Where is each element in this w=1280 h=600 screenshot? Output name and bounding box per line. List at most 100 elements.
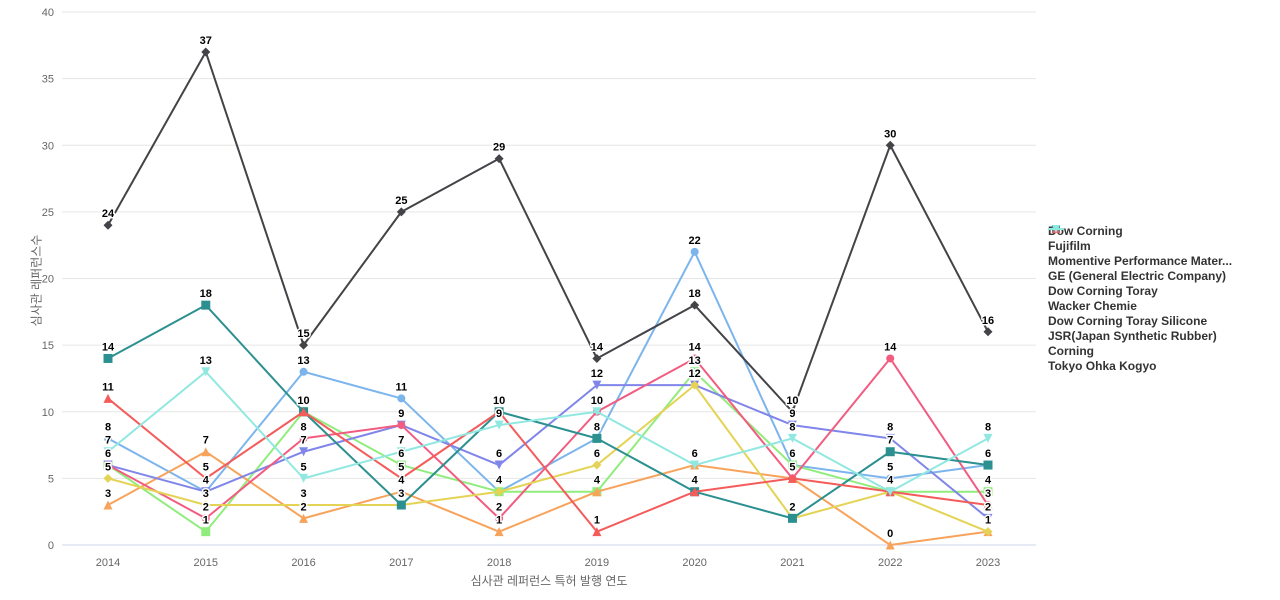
data-label: 5 xyxy=(789,461,795,473)
series-line[interactable] xyxy=(107,397,989,533)
legend-item-label: Momentive Performance Mater... xyxy=(1048,253,1233,268)
data-point-marker[interactable] xyxy=(103,220,113,230)
data-point-marker[interactable] xyxy=(201,487,211,497)
data-point-marker[interactable] xyxy=(299,473,309,483)
data-point-marker[interactable] xyxy=(201,47,211,57)
data-point-marker[interactable] xyxy=(299,513,309,523)
data-point-marker[interactable] xyxy=(494,420,504,430)
data-point-marker[interactable] xyxy=(397,421,406,430)
data-point-marker[interactable] xyxy=(787,433,797,443)
data-point-marker[interactable] xyxy=(396,207,406,217)
series-line[interactable] xyxy=(107,384,989,520)
legend-item-momentive-performance-mater[interactable]: Momentive Performance Mater... xyxy=(1048,225,1276,268)
series-line[interactable] xyxy=(107,370,989,493)
data-point-marker[interactable] xyxy=(396,473,406,483)
data-point-marker[interactable] xyxy=(299,340,309,350)
data-point-marker[interactable] xyxy=(103,447,113,457)
data-point-marker[interactable] xyxy=(201,514,210,523)
x-tick-label: 2020 xyxy=(682,557,706,569)
data-point-marker[interactable] xyxy=(397,394,406,403)
data-point-marker[interactable] xyxy=(690,354,699,363)
data-point-marker[interactable] xyxy=(592,380,602,390)
data-point-marker[interactable] xyxy=(592,460,602,470)
data-point-marker[interactable] xyxy=(201,500,211,510)
legend-item-label: Dow Corning xyxy=(1048,223,1123,238)
data-point-marker[interactable] xyxy=(886,474,895,483)
data-point-marker[interactable] xyxy=(299,434,308,443)
data-point-marker[interactable] xyxy=(787,473,797,483)
legend-item-tokyo-ohka-kogyo[interactable]: Tokyo Ohka Kogyo xyxy=(1048,225,1276,373)
data-point-marker[interactable] xyxy=(886,354,895,363)
data-point-marker[interactable] xyxy=(787,407,797,417)
data-point-marker[interactable] xyxy=(690,300,700,310)
legend-item-dow-corning-toray-silicone[interactable]: Dow Corning Toray Silicone xyxy=(1048,225,1276,328)
data-point-marker[interactable] xyxy=(494,154,504,164)
data-point-marker[interactable] xyxy=(885,140,895,150)
data-point-marker[interactable] xyxy=(495,514,504,523)
data-point-marker[interactable] xyxy=(103,473,113,483)
data-point-marker[interactable] xyxy=(885,487,895,497)
series-markers xyxy=(103,380,993,523)
legend-item-ge-general-electric-company[interactable]: GE (General Electric Company) xyxy=(1048,225,1276,283)
series-line[interactable] xyxy=(107,384,989,533)
data-point-marker[interactable] xyxy=(690,487,700,497)
data-point-marker[interactable] xyxy=(494,407,504,417)
data-point-marker[interactable] xyxy=(983,487,993,497)
data-point-marker[interactable] xyxy=(494,460,504,470)
data-point-marker[interactable] xyxy=(104,461,112,470)
data-point-marker[interactable] xyxy=(885,433,895,443)
data-point-marker[interactable] xyxy=(885,540,895,550)
data-point-marker[interactable] xyxy=(983,433,993,443)
data-point-marker[interactable] xyxy=(983,327,993,337)
legend-item-wacker-chemie[interactable]: Wacker Chemie xyxy=(1048,225,1276,313)
data-point-marker[interactable] xyxy=(201,447,211,457)
data-point-marker[interactable] xyxy=(299,367,308,376)
data-point-marker[interactable] xyxy=(885,447,895,457)
data-point-marker[interactable] xyxy=(983,460,993,470)
data-point-marker[interactable] xyxy=(592,353,602,363)
data-point-marker[interactable] xyxy=(787,460,797,470)
data-point-marker[interactable] xyxy=(396,460,406,470)
data-point-marker[interactable] xyxy=(592,487,602,497)
legend-item-dow-corning[interactable]: Dow Corning xyxy=(1048,223,1276,238)
legend-item-jsr-japan-synthetic-rubber[interactable]: JSR(Japan Synthetic Rubber) xyxy=(1048,225,1276,343)
data-point-marker[interactable] xyxy=(201,473,211,483)
data-point-marker[interactable] xyxy=(787,513,797,523)
data-point-marker[interactable] xyxy=(299,447,309,457)
data-point-marker[interactable] xyxy=(690,247,699,256)
data-point-marker[interactable] xyxy=(396,487,406,497)
data-point-marker[interactable] xyxy=(104,434,112,443)
data-point-marker[interactable] xyxy=(103,353,113,363)
data-point-marker[interactable] xyxy=(201,367,211,377)
data-point-marker[interactable] xyxy=(690,380,700,390)
data-point-marker[interactable] xyxy=(787,420,797,430)
series-line[interactable] xyxy=(107,370,988,533)
data-point-marker[interactable] xyxy=(592,433,602,443)
data-point-marker[interactable] xyxy=(690,367,700,377)
y-tick-label: 25 xyxy=(42,207,54,219)
data-point-marker[interactable] xyxy=(103,500,113,510)
data-point-marker[interactable] xyxy=(396,500,406,510)
data-point-marker[interactable] xyxy=(690,460,700,470)
data-point-marker[interactable] xyxy=(494,487,504,497)
data-point-marker[interactable] xyxy=(494,527,504,537)
data-point-marker[interactable] xyxy=(299,500,309,510)
data-point-marker[interactable] xyxy=(299,407,309,417)
data-point-marker[interactable] xyxy=(592,527,602,537)
data-point-marker[interactable] xyxy=(201,527,211,537)
x-tick-label: 2022 xyxy=(878,557,902,569)
data-point-marker[interactable] xyxy=(103,393,113,403)
legend-item-dow-corning-toray[interactable]: Dow Corning Toray xyxy=(1048,225,1276,298)
series-line[interactable] xyxy=(107,357,989,520)
data-point-marker[interactable] xyxy=(396,447,406,457)
series-line[interactable] xyxy=(107,450,989,546)
legend-item-fujifilm[interactable]: Fujifilm xyxy=(1048,225,1276,253)
data-point-marker[interactable] xyxy=(592,407,602,417)
data-point-marker[interactable] xyxy=(983,500,993,510)
series-line[interactable] xyxy=(107,50,989,413)
data-point-marker[interactable] xyxy=(983,513,993,523)
data-point-marker[interactable] xyxy=(201,300,211,310)
legend-item-corning[interactable]: Corning xyxy=(1048,225,1276,358)
data-point-marker[interactable] xyxy=(983,527,993,537)
